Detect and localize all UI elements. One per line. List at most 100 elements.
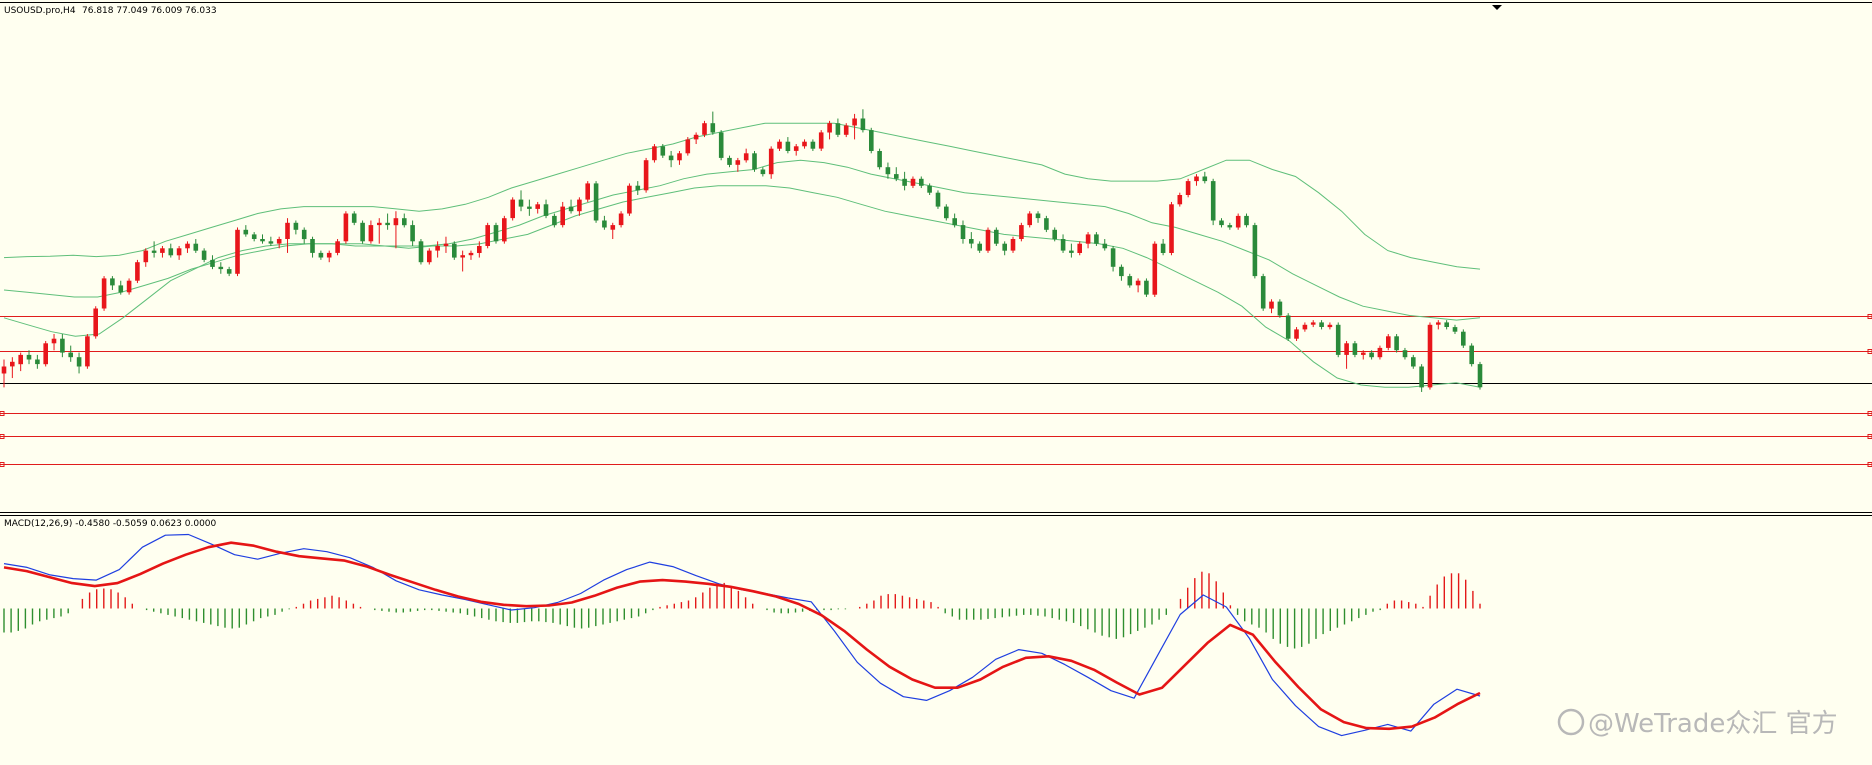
candle-body [1119, 266, 1124, 277]
macd-pane[interactable] [3, 533, 1481, 737]
candle-body [1085, 234, 1091, 244]
candle [835, 118, 841, 138]
candle-body [110, 278, 115, 286]
candle [168, 243, 174, 258]
candle [185, 241, 190, 253]
candle-body [1335, 324, 1341, 355]
candle-body [919, 178, 924, 186]
candle-body [318, 252, 324, 258]
candle [735, 157, 741, 172]
candle-body [627, 185, 632, 214]
candle-body [568, 206, 574, 212]
candle [1427, 322, 1433, 390]
macd-lines [3, 533, 1481, 737]
price-pane[interactable] [0, 109, 1872, 467]
candle-body [1177, 195, 1183, 205]
candle-body [1044, 218, 1049, 230]
candle-body [1019, 225, 1024, 239]
candle-body [1452, 327, 1458, 332]
candle-body [885, 167, 891, 175]
candle [251, 232, 257, 242]
candle-body [510, 199, 515, 219]
candle [226, 266, 232, 277]
candle-body [793, 146, 799, 151]
candle [1210, 178, 1216, 226]
candle-body [26, 354, 32, 360]
candle-body [1094, 234, 1099, 244]
candle-body [618, 213, 624, 226]
chart-shift-marker-icon[interactable] [1492, 5, 1502, 10]
candle [418, 239, 424, 265]
candle [1019, 222, 1024, 242]
candle [1411, 354, 1416, 369]
candle-body [785, 141, 791, 151]
candle [935, 190, 941, 209]
candle-body [260, 239, 265, 242]
candle-body [218, 266, 224, 270]
candle [1094, 232, 1099, 246]
candle [902, 171, 907, 191]
candle [627, 183, 632, 216]
candle [685, 137, 691, 156]
candle-body [710, 123, 716, 133]
candle-body [168, 248, 174, 256]
candle [543, 199, 549, 219]
candle [301, 227, 307, 244]
candle [477, 241, 482, 258]
candle [193, 239, 199, 253]
candle-body [843, 125, 849, 135]
candle [1060, 234, 1066, 253]
candle [660, 144, 666, 158]
candle-body [301, 229, 307, 240]
candle [827, 120, 832, 140]
candle-body [1219, 220, 1224, 226]
candle-body [477, 246, 482, 253]
candle [485, 222, 490, 249]
candle [1235, 213, 1241, 230]
candle [618, 211, 624, 228]
candle-body [435, 246, 440, 251]
candle-body [35, 359, 40, 365]
candle [1319, 320, 1324, 330]
candle-body [360, 222, 365, 242]
bollinger-bands [3, 122, 1481, 388]
candle-body [643, 160, 649, 191]
candle-body [1052, 229, 1057, 240]
candle-body [527, 206, 532, 209]
candle [435, 241, 440, 258]
candle-body [1302, 324, 1308, 330]
candle [268, 236, 274, 246]
candle-body [985, 229, 991, 251]
candle-body [1269, 301, 1274, 309]
candle-body [60, 338, 65, 353]
candle [927, 183, 932, 195]
level-handle-left [0, 462, 5, 467]
candle-body [460, 255, 465, 258]
candle [218, 262, 224, 274]
candle [1177, 192, 1183, 207]
candle-body [593, 183, 599, 221]
candle [643, 157, 649, 193]
candle [1252, 222, 1258, 279]
candle-body [418, 241, 424, 263]
candle [68, 345, 73, 362]
candle-body [1402, 350, 1408, 358]
candle-body [43, 343, 48, 365]
candle-body [668, 155, 674, 161]
candle [1052, 227, 1057, 242]
candle-body [735, 160, 741, 165]
candle [377, 218, 382, 244]
candle [852, 113, 857, 140]
candle-body [1252, 225, 1258, 277]
candle-body [768, 148, 774, 175]
candle-body [377, 222, 382, 226]
candle-body [85, 336, 90, 367]
candle-body [1169, 204, 1174, 253]
candle [860, 109, 866, 133]
candle-body [543, 204, 549, 216]
candle-body [10, 361, 15, 367]
candle [293, 220, 299, 235]
candle [793, 144, 799, 156]
candle-body [193, 243, 199, 251]
candle-body [410, 225, 415, 242]
